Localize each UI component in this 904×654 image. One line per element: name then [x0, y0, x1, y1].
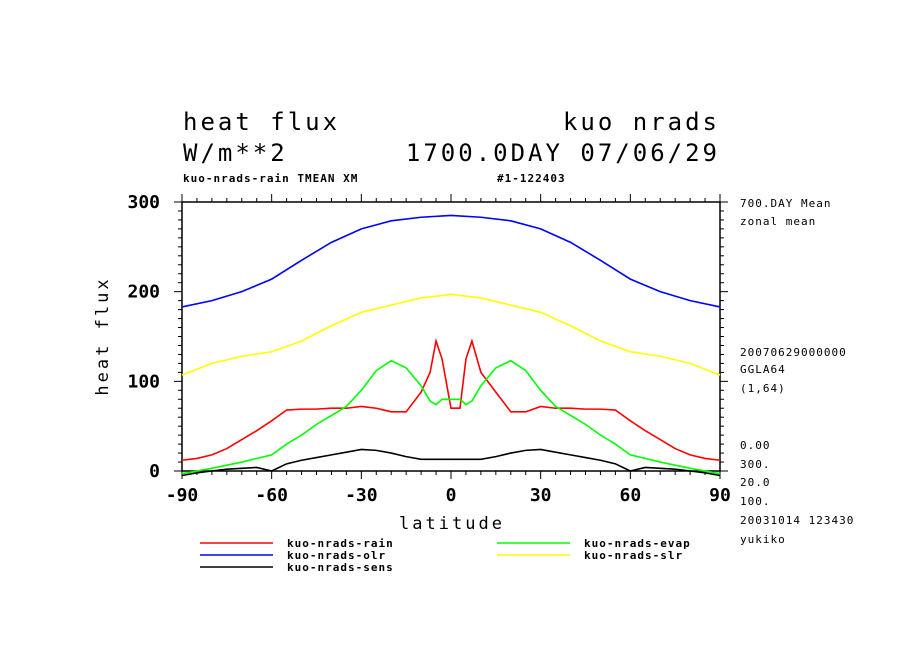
side-annotations: 700.DAY Mean zonal mean 20070629000000 GGLA…: [740, 197, 854, 546]
y-tick-label: 300: [127, 192, 160, 213]
x-tick-label: 60: [619, 485, 641, 506]
side-text: 20.0: [740, 476, 771, 489]
x-tick-label: -90: [166, 485, 199, 506]
title-right-2: 1700.0DAY 07/06/29: [406, 139, 720, 167]
legend-label: kuo-nrads-rain: [287, 537, 394, 550]
y-tick-label: 0: [149, 461, 160, 482]
series-line-kuo-nrads-olr: [181, 214, 721, 308]
y-tick-label: 100: [127, 371, 160, 392]
side-text: GGLA64: [740, 363, 786, 376]
legend-label: kuo-nrads-evap: [584, 537, 691, 550]
plot-border: [181, 201, 721, 472]
subtitle-right: #1-122403: [497, 172, 566, 185]
x-tick-label: 30: [530, 485, 552, 506]
side-text: yukiko: [740, 533, 786, 546]
y-axis-label: heat flux: [93, 276, 113, 395]
side-text: 700.DAY Mean: [740, 197, 831, 210]
legend: kuo-nrads-rainkuo-nrads-olrkuo-nrads-sen…: [200, 537, 691, 574]
series-line-kuo-nrads-evap: [181, 359, 721, 475]
y-tick-label: 200: [127, 282, 160, 303]
side-text: (1,64): [740, 382, 786, 395]
side-text: 20070629000000: [740, 346, 847, 359]
title-line-2: W/m**2: [183, 139, 288, 167]
title-right-1: kuo nrads: [563, 108, 720, 136]
x-tick-label: 90: [709, 485, 731, 506]
side-text: 20031014 123430: [740, 514, 854, 527]
x-axis-label: latitude: [399, 514, 505, 534]
side-text: 100.: [740, 495, 771, 508]
x-tick-label: -60: [255, 485, 288, 506]
legend-label: kuo-nrads-olr: [287, 549, 386, 562]
legend-label: kuo-nrads-slr: [584, 549, 683, 562]
side-text: 300.: [740, 458, 771, 471]
legend-label: kuo-nrads-sens: [287, 561, 394, 574]
side-text: 0.00: [740, 439, 771, 452]
series-line-kuo-nrads-slr: [181, 293, 721, 376]
series-line-kuo-nrads-sens: [181, 448, 721, 477]
series-line-kuo-nrads-rain: [181, 337, 721, 462]
x-tick-label: 0: [446, 485, 457, 506]
series-lines: [181, 214, 721, 477]
title-line-1: heat flux: [183, 108, 340, 136]
plot-frame: [181, 201, 721, 472]
subtitle-left: kuo-nrads-rain TMEAN XM: [183, 172, 358, 185]
x-tick-label: -30: [345, 485, 378, 506]
axis-ticks: -90 -60 -30 0 30 60 90 0 100 200 300: [127, 192, 730, 506]
side-text: zonal mean: [740, 215, 816, 228]
